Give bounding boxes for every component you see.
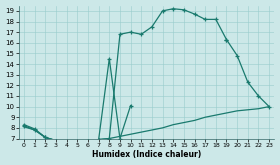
X-axis label: Humidex (Indice chaleur): Humidex (Indice chaleur) bbox=[92, 150, 201, 159]
